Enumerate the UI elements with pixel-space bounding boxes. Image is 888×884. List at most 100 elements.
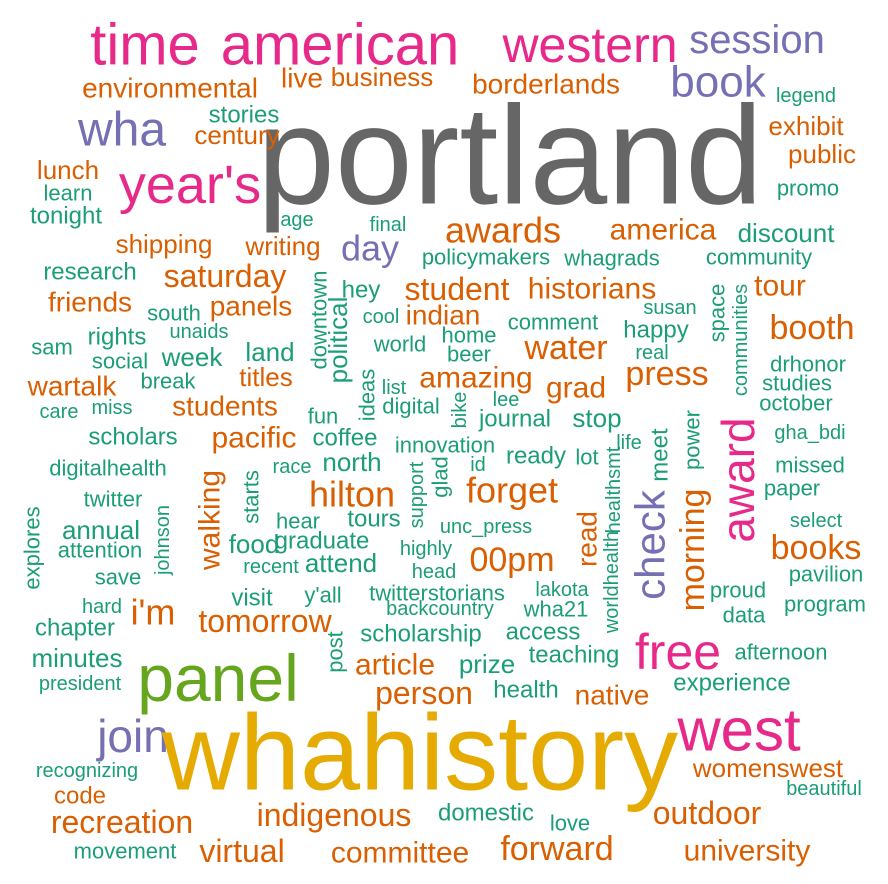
word: age [280, 209, 313, 231]
word: amazing [419, 362, 532, 395]
word: century [194, 120, 279, 150]
word: lunch [37, 155, 99, 185]
word: time [90, 13, 200, 78]
word: stop [572, 403, 621, 433]
word: final [370, 214, 407, 236]
word: communities [730, 284, 752, 396]
word: bike [449, 392, 471, 429]
word: student [405, 271, 510, 307]
word: north [322, 447, 381, 477]
word: wartalk [27, 371, 118, 402]
word: glad [428, 456, 453, 498]
word: panels [210, 291, 293, 322]
word: friends [48, 287, 132, 318]
word: cool [363, 306, 400, 328]
word: save [95, 565, 141, 590]
word: annual [62, 515, 140, 545]
word: hilton [309, 474, 395, 515]
word: downtown [307, 270, 332, 369]
word: paper [764, 476, 820, 501]
word: johnson [152, 505, 174, 576]
word: break [140, 369, 196, 394]
word: university [684, 835, 811, 868]
word: discount [738, 218, 836, 248]
word: join [95, 710, 169, 762]
word: tomorrow [198, 603, 332, 639]
word: explores [20, 506, 45, 589]
word: exhibit [768, 111, 844, 141]
word: tours [347, 506, 400, 533]
word: president [39, 673, 122, 695]
word: native [575, 680, 650, 711]
word: recent [243, 556, 299, 578]
word: business [331, 62, 434, 92]
word: experience [673, 670, 790, 697]
word: home [441, 323, 496, 348]
word: article [355, 649, 435, 682]
word: read [572, 511, 603, 567]
word: digitalhealth [49, 456, 166, 481]
word: borderlands [472, 69, 620, 100]
word: food [229, 529, 280, 559]
word: sam [31, 335, 73, 360]
word: shipping [116, 229, 213, 259]
word: data [723, 603, 767, 628]
word: public [788, 139, 856, 169]
word: press [625, 355, 708, 393]
word: miss [91, 397, 132, 419]
word: highly [400, 538, 452, 560]
word: awards [445, 210, 561, 251]
word: support [406, 461, 428, 528]
word: healthsmt [603, 446, 625, 533]
word: titles [239, 362, 292, 392]
word: learn [44, 181, 93, 206]
word: scholarship [360, 621, 481, 648]
word: unaids [170, 321, 229, 343]
word: digital [382, 394, 439, 419]
word: studies [762, 371, 832, 396]
word: grad [546, 372, 606, 405]
word: day [341, 228, 399, 269]
word: race [273, 456, 312, 478]
word: environmental [82, 73, 258, 104]
word: hey [342, 277, 381, 304]
word: session [689, 18, 825, 62]
word: i'm [131, 592, 176, 633]
word: water [523, 329, 607, 367]
word: writing [244, 231, 320, 261]
word: ready [506, 443, 566, 470]
word: live [281, 63, 323, 94]
word: world [373, 332, 427, 357]
word: starts [239, 470, 264, 524]
word: walking [194, 470, 227, 571]
word: teaching [529, 642, 620, 669]
word: power [680, 410, 705, 470]
word: outdoor [653, 795, 762, 831]
word: committee [331, 837, 469, 870]
word: research [43, 259, 136, 286]
word: visit [231, 585, 273, 612]
word: minutes [31, 643, 122, 673]
word: select [790, 510, 843, 532]
word: book [670, 58, 766, 107]
word: policymakers [422, 245, 550, 270]
word: books [771, 529, 862, 567]
word: access [506, 619, 581, 646]
word: western [501, 17, 677, 73]
word: historians [528, 273, 656, 306]
word: gha_bdi [774, 422, 845, 444]
word: lee [493, 389, 520, 411]
word: scholars [88, 424, 177, 451]
word: beer [447, 342, 491, 367]
word: domestic [438, 800, 534, 827]
word: students [172, 391, 278, 422]
word: award [712, 417, 764, 542]
word: rights [88, 324, 147, 351]
word: wha [77, 104, 166, 157]
word: movement [74, 839, 177, 864]
word: y'all [304, 583, 341, 608]
word: indian [406, 300, 481, 331]
word: proud [710, 578, 766, 603]
word: america [610, 214, 717, 247]
word: pacific [211, 422, 296, 455]
